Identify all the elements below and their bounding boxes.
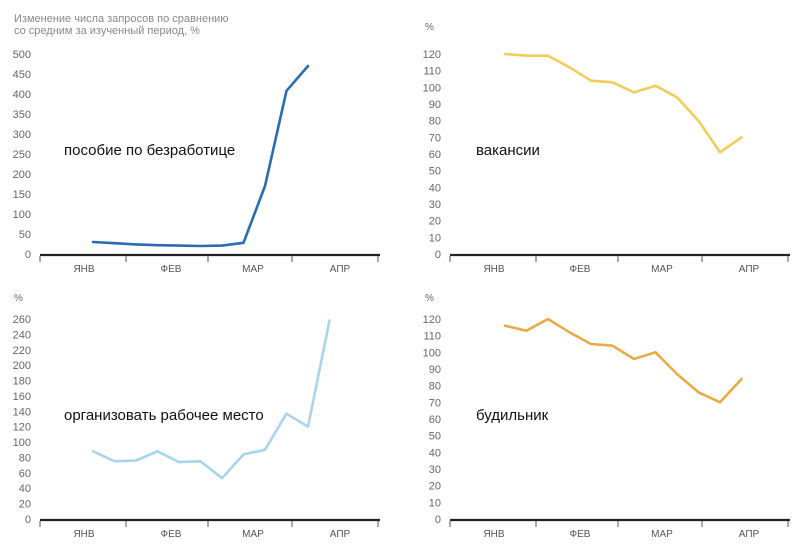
y-tick-label: 450 xyxy=(13,69,31,81)
x-tick-label: МАР xyxy=(242,529,264,540)
y-tick-label: 220 xyxy=(13,345,31,357)
y-tick-label: 60 xyxy=(429,149,441,161)
y-tick-label: 70 xyxy=(429,397,441,409)
y-tick-label: 140 xyxy=(13,406,31,418)
y-tick-label: 250 xyxy=(13,149,31,161)
x-tick-label: АПР xyxy=(330,529,351,540)
y-tick-label: 50 xyxy=(19,229,31,241)
x-tick-label: ФЕВ xyxy=(161,264,182,275)
y-tick-label: 110 xyxy=(423,66,441,78)
y-tick-label: 30 xyxy=(429,199,441,211)
chart-title: вакансии xyxy=(476,142,540,159)
y-tick-label: 120 xyxy=(423,314,441,326)
y-tick-label: 200 xyxy=(13,169,31,181)
y-tick-label: 100 xyxy=(13,437,31,449)
y-tick-label: 20 xyxy=(429,216,441,228)
y-tick-label: 240 xyxy=(13,329,31,341)
x-tick-label: АПР xyxy=(330,264,351,275)
y-tick-label: 100 xyxy=(13,209,31,221)
y-tick-label: 260 xyxy=(13,314,31,326)
x-tick-label: ЯНВ xyxy=(483,264,504,275)
y-tick-label: 40 xyxy=(429,182,441,194)
x-tick-label: ФЕВ xyxy=(570,529,591,540)
y-tick-label: 50 xyxy=(429,166,441,178)
y-tick-label: 100 xyxy=(423,347,441,359)
y-tick-label: 0 xyxy=(25,514,31,526)
y-tick-label: 0 xyxy=(435,249,441,261)
y-tick-label: 80 xyxy=(429,116,441,128)
chart-title: организовать рабочее место xyxy=(64,407,264,424)
x-tick-label: МАР xyxy=(242,264,264,275)
series-line xyxy=(91,64,310,248)
series-line xyxy=(503,52,743,154)
y-tick-label: 100 xyxy=(423,82,441,94)
y-tick-label: 20 xyxy=(19,499,31,511)
chart-title: будильник xyxy=(476,407,549,424)
y-tick-label: 500 xyxy=(13,49,31,61)
y-tick-label: 350 xyxy=(13,109,31,121)
x-tick-label: ФЕВ xyxy=(570,264,591,275)
y-tick-label: 80 xyxy=(19,452,31,464)
y-tick-label: 90 xyxy=(429,364,441,376)
series-line xyxy=(503,317,743,404)
y-tick-label: 150 xyxy=(13,189,31,201)
y-tick-label: 400 xyxy=(13,89,31,101)
y-tick-label: 10 xyxy=(429,232,441,244)
y-tick-label: 70 xyxy=(429,132,441,144)
x-tick-label: АПР xyxy=(739,529,760,540)
y-tick-label: 50 xyxy=(429,431,441,443)
y-tick-label: 40 xyxy=(19,483,31,495)
y-tick-label: 60 xyxy=(429,414,441,426)
y-tick-label: 60 xyxy=(19,468,31,480)
y-tick-label: 180 xyxy=(13,376,31,388)
x-tick-label: ЯНВ xyxy=(73,529,94,540)
y-axis-unit-label: % xyxy=(14,293,23,304)
x-tick-label: МАР xyxy=(651,529,673,540)
x-tick-label: ЯНВ xyxy=(483,529,504,540)
y-tick-label: 0 xyxy=(25,249,31,261)
x-tick-label: МАР xyxy=(651,264,673,275)
y-tick-label: 90 xyxy=(429,99,441,111)
figure-subtitle: Изменение числа запросов по сравнению со… xyxy=(14,13,229,37)
y-tick-label: 0 xyxy=(435,514,441,526)
y-tick-label: 20 xyxy=(429,481,441,493)
y-axis-unit-label: % xyxy=(425,293,434,304)
y-axis-unit-label: % xyxy=(425,22,434,33)
y-tick-label: 110 xyxy=(423,331,441,343)
chart-title: пособие по безработице xyxy=(64,142,235,159)
y-tick-label: 80 xyxy=(429,381,441,393)
x-tick-label: АПР xyxy=(739,264,760,275)
y-tick-label: 120 xyxy=(13,422,31,434)
y-tick-label: 120 xyxy=(423,49,441,61)
y-tick-label: 40 xyxy=(429,447,441,459)
y-tick-label: 160 xyxy=(13,391,31,403)
series-line xyxy=(91,319,331,480)
x-tick-label: ЯНВ xyxy=(73,264,94,275)
y-tick-label: 30 xyxy=(429,464,441,476)
y-tick-label: 10 xyxy=(429,497,441,509)
x-tick-label: ФЕВ xyxy=(161,529,182,540)
y-tick-label: 300 xyxy=(13,129,31,141)
y-tick-label: 200 xyxy=(13,360,31,372)
